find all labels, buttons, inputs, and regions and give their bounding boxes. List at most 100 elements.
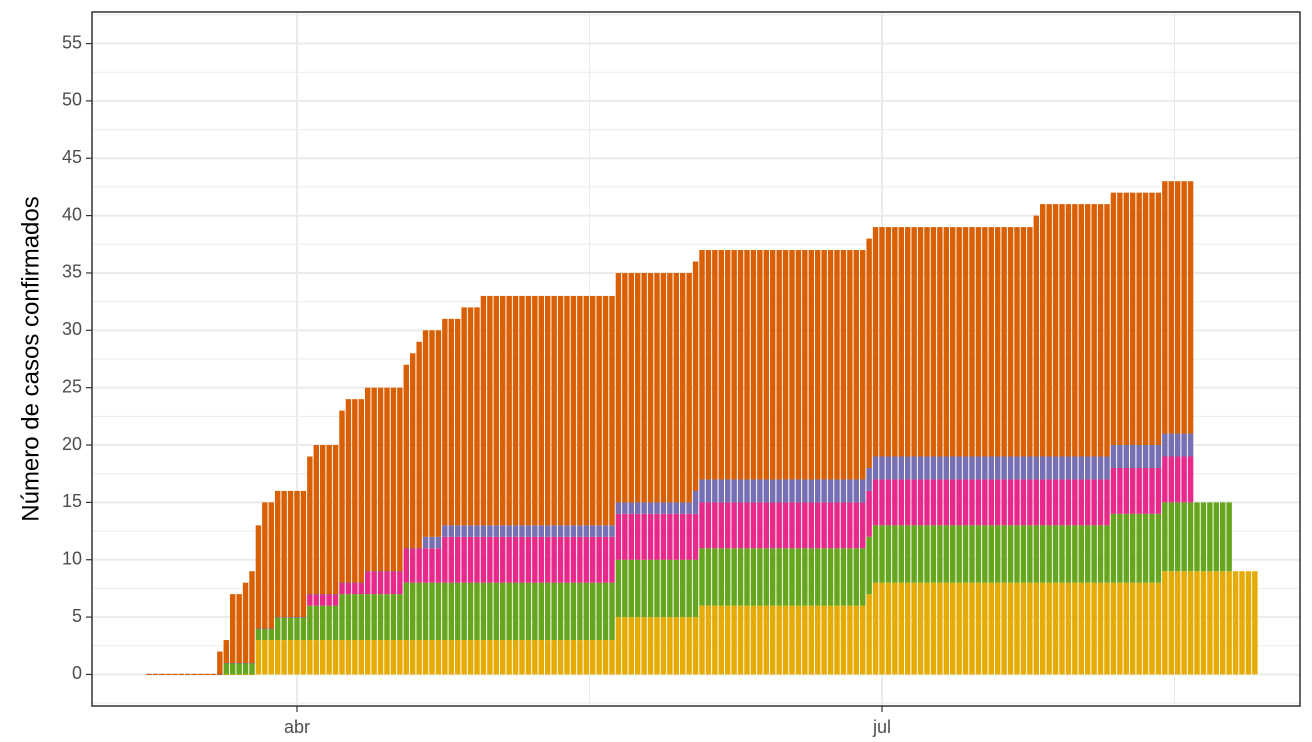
bar-segment (821, 605, 827, 675)
bar-segment (1220, 502, 1226, 572)
bar-segment (667, 513, 673, 560)
bar-segment (988, 479, 995, 526)
bar-segment (1097, 525, 1104, 583)
bar-segment (937, 479, 943, 526)
bar-segment (332, 593, 339, 595)
bar-segment (969, 456, 975, 480)
bar-segment (654, 617, 660, 675)
bar-segment (525, 295, 532, 526)
bar-segment (210, 673, 217, 675)
bar-segment (538, 536, 544, 583)
y-tick-label: 25 (62, 376, 82, 396)
bar-segment (1001, 227, 1007, 457)
bar-segment (1168, 433, 1175, 457)
bar-segment (493, 640, 499, 675)
bar-segment (885, 525, 892, 583)
bar-segment (622, 559, 628, 618)
bar-segment (429, 330, 435, 537)
bar-segment (930, 582, 937, 675)
bar-segment (544, 582, 551, 641)
bar-segment (1155, 513, 1162, 583)
bar-segment (712, 548, 718, 606)
bar-segment (1142, 192, 1149, 446)
bar-segment (1040, 479, 1046, 526)
bar-segment (763, 502, 769, 549)
bar-segment (866, 490, 872, 537)
bar-segment (847, 605, 853, 675)
bar-segment (1168, 456, 1175, 503)
bar-segment (255, 525, 262, 629)
bar-segment (660, 513, 667, 560)
bar-segment (467, 536, 474, 583)
bar-segment (1046, 456, 1052, 480)
bar-segment (281, 490, 287, 618)
bar-segment (731, 605, 737, 675)
bar-segment (480, 582, 487, 641)
bar-segment (898, 456, 905, 480)
bar-segment (223, 662, 229, 675)
bar-segment (840, 502, 847, 549)
bar-segment (1155, 467, 1162, 514)
bar-segment (892, 456, 898, 480)
bar-segment (577, 536, 583, 583)
bar-segment (1117, 467, 1123, 514)
bar-segment (519, 536, 525, 583)
bar-segment (416, 341, 422, 549)
bar-segment (969, 525, 975, 583)
bar-segment (589, 295, 596, 526)
bar-segment (512, 536, 519, 583)
bar-segment (512, 525, 519, 537)
bar-segment (802, 479, 808, 503)
bar-segment (570, 582, 577, 641)
bar-segment (930, 525, 937, 583)
bar-segment (499, 582, 506, 641)
bar-segment (692, 559, 699, 618)
bar-segment (634, 559, 641, 618)
bar-segment (853, 548, 860, 606)
bar-segment (262, 502, 268, 629)
bar-segment (1059, 582, 1065, 675)
bar-segment (467, 582, 474, 641)
bar-segment (769, 548, 776, 606)
bar-segment (1110, 582, 1117, 675)
bar-segment (409, 353, 416, 549)
bar-segment (802, 250, 808, 480)
bar-segment (544, 536, 551, 583)
bar-segment (628, 272, 634, 503)
bar-segment (538, 582, 544, 641)
bar-segment (236, 662, 242, 675)
bar-segment (956, 227, 962, 457)
bar-segment (416, 640, 422, 675)
bar-segment (982, 479, 988, 526)
bar-segment (1097, 582, 1104, 675)
bar-segment (943, 227, 950, 457)
bar-segment (1187, 571, 1194, 675)
bar-segment (364, 387, 371, 572)
bar-segment (1175, 456, 1181, 503)
bar-segment (1085, 479, 1091, 526)
bar-segment (628, 559, 634, 618)
bar-segment (744, 250, 750, 480)
bar-segment (808, 479, 815, 503)
bar-segment (937, 525, 943, 583)
bar-segment (525, 536, 532, 583)
bar-segment (975, 227, 982, 457)
bar-segment (1194, 571, 1200, 675)
bar-segment (358, 594, 364, 641)
bar-segment (737, 479, 744, 503)
bar-segment (307, 594, 313, 606)
bar-segment (1149, 513, 1155, 583)
bar-segment (352, 640, 358, 675)
bar-segment (390, 594, 397, 641)
bar-segment (1245, 571, 1252, 675)
bar-segment (962, 479, 969, 526)
bar-segment (1213, 502, 1220, 572)
bar-segment (532, 295, 538, 526)
bar-segment (249, 662, 255, 675)
bar-segment (795, 250, 802, 480)
bar-segment (827, 479, 834, 503)
bar-segment (294, 640, 300, 675)
y-tick-label: 35 (62, 262, 82, 282)
bar-segment (1136, 582, 1142, 675)
bar-segment (1162, 181, 1168, 434)
